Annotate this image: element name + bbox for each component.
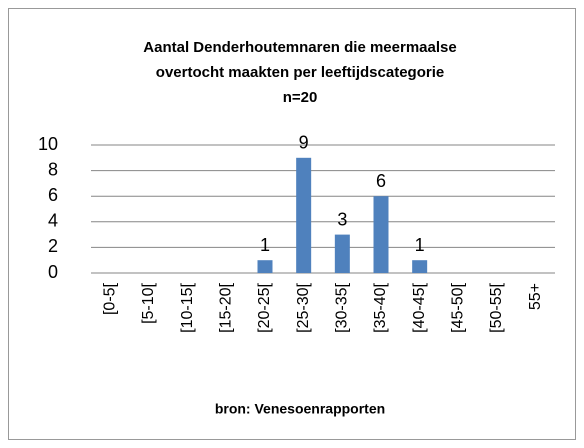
- y-tick-label: 2: [48, 236, 58, 256]
- x-tick-label: [5-10[: [140, 282, 157, 323]
- bar: [257, 260, 273, 273]
- bar: [412, 260, 428, 273]
- y-tick-label: 10: [38, 134, 58, 154]
- x-tick-label: [45-50[: [450, 282, 467, 332]
- bar: [296, 157, 312, 273]
- chart-subtitle: n=20: [283, 89, 318, 106]
- chart-title: Aantal Denderhoutemnaren die meermaalse: [143, 39, 456, 56]
- y-tick-label: 0: [48, 262, 58, 282]
- x-tick-label: [35-40[: [372, 282, 389, 332]
- y-tick-label: 6: [48, 185, 58, 205]
- x-tick-label: 55+: [527, 283, 544, 310]
- data-label: 3: [337, 209, 347, 229]
- x-tick-label: [0-5[: [102, 282, 119, 315]
- data-label: 1: [415, 235, 425, 255]
- chart-title: overtocht maakten per leeftijdscategorie: [156, 64, 444, 81]
- x-tick-label: [25-30[: [295, 282, 312, 332]
- x-tick-label: [30-35[: [334, 282, 351, 332]
- y-tick-label: 8: [48, 159, 58, 179]
- x-axis-label: bron: Venesoenrapporten: [215, 401, 385, 417]
- bar: [334, 234, 350, 273]
- chart-frame: [8, 8, 576, 440]
- x-tick-label: [20-25[: [256, 282, 273, 332]
- x-tick-label: [40-45[: [411, 282, 428, 332]
- x-tick-label: [15-20[: [218, 282, 235, 332]
- x-tick-label: [10-15[: [179, 282, 196, 332]
- data-label: 1: [260, 235, 270, 255]
- y-tick-label: 4: [48, 211, 58, 231]
- data-label: 9: [299, 133, 309, 153]
- data-label: 6: [376, 171, 386, 191]
- x-tick-label: [50-55[: [488, 282, 505, 332]
- bar: [373, 196, 389, 273]
